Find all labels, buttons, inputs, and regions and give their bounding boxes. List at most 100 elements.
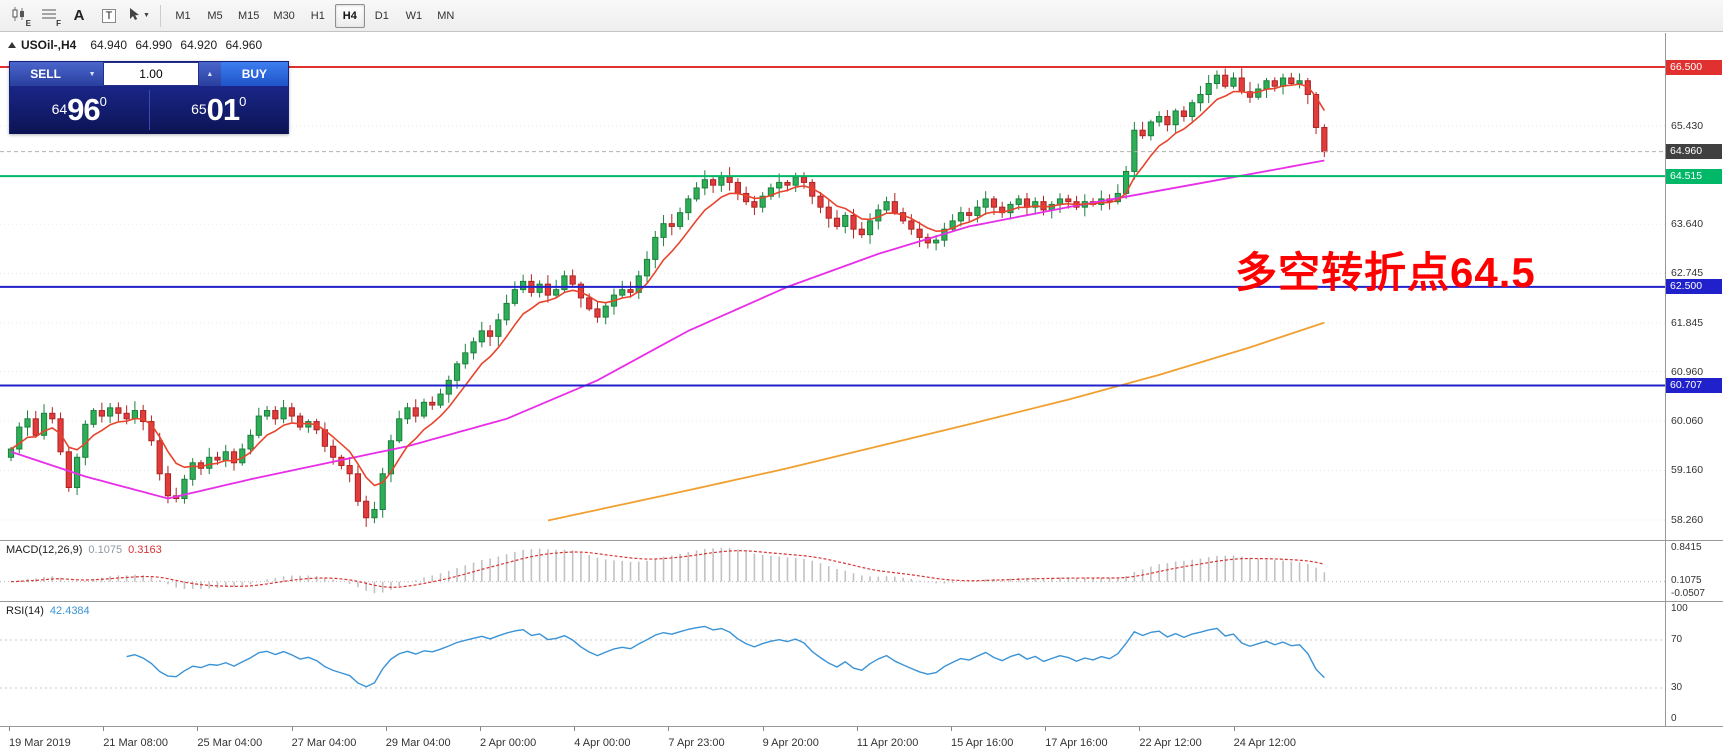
panel-separator[interactable] (0, 540, 1723, 541)
rsi-plot[interactable] (0, 602, 1665, 726)
price-chart-plot[interactable] (0, 33, 1665, 540)
triangle-up-icon: ▲ (206, 70, 214, 78)
text-label-tool-button[interactable]: A (65, 3, 93, 29)
time-axis-tick (1139, 727, 1141, 731)
timeframe-button-m15[interactable]: M15 (232, 4, 265, 28)
rsi-axis-value: 100 (1671, 603, 1688, 614)
timeframe-button-d1[interactable]: D1 (367, 4, 397, 28)
time-axis[interactable]: 19 Mar 2019 21 Mar 08:00 25 Mar 04:00 27 Ma… (0, 727, 1723, 755)
time-axis-label: 2 Apr 00:00 (480, 737, 537, 749)
macd-panel[interactable]: MACD(12,26,9) 0.1075 0.3163 0.8415 0.1075 -0… (0, 541, 1723, 601)
time-axis-label: 11 Apr 20:00 (856, 737, 919, 749)
timeframe-button-h4[interactable]: H4 (334, 3, 365, 28)
timeframe-button-m1[interactable]: M1 (168, 4, 198, 28)
rsi-label: RSI(14) 42.4384 (6, 605, 90, 617)
toolbar: E F A T ▼ M1 M5 M15 M30 H1 H4 D1 W1 MN (0, 0, 1723, 32)
buy-price-fraction: 0 (239, 94, 247, 109)
panel-separator[interactable] (0, 601, 1723, 602)
macd-name: MACD(12,26,9) (6, 544, 83, 556)
time-axis-tick (951, 727, 952, 731)
time-axis-tick (291, 727, 293, 731)
sell-price-pips: 96 (67, 92, 100, 127)
price-axis-tick: 60.060 (1671, 415, 1704, 427)
time-axis-label: 22 Apr 12:00 (1139, 737, 1202, 749)
candlestick-chart-icon (11, 6, 27, 25)
chart-ohlc-values: 64.940 64.990 64.920 64.960 (90, 38, 263, 52)
time-axis-tick (1045, 727, 1047, 731)
volume-decrease-button[interactable]: ▼ (81, 62, 103, 86)
rsi-panel[interactable]: RSI(14) 42.4384 100 70 30 0 (0, 602, 1723, 726)
volume-input[interactable] (102, 62, 199, 86)
time-axis-label: 27 Mar 04:00 (291, 737, 357, 749)
time-axis-tick (103, 727, 105, 731)
one-click-trading-panel: SELL ▼ ▲ BUY 64960 65010 (9, 61, 289, 134)
time-axis-label: 24 Apr 12:00 (1233, 737, 1296, 749)
tool-letter: F (56, 18, 61, 28)
timeframe-button-m30[interactable]: M30 (267, 4, 300, 28)
timeframe-toolbar: M1 M5 M15 M30 H1 H4 D1 W1 MN (167, 3, 462, 28)
time-axis-label: 7 Apr 23:00 (668, 737, 725, 749)
chart-title: USOil-,H4 64.940 64.990 64.920 64.960 (8, 38, 262, 52)
time-axis-tick (856, 727, 858, 731)
rsi-axis-value: 70 (1671, 634, 1683, 645)
time-axis-label: 17 Apr 16:00 (1045, 737, 1108, 749)
text-box-tool-button[interactable]: T (95, 3, 123, 29)
price-axis-tick: 59.160 (1671, 464, 1704, 477)
time-axis-label: 19 Mar 2019 (9, 737, 71, 749)
time-axis-tick (480, 727, 481, 731)
toolbar-separator (160, 4, 161, 27)
cursor-icon (128, 7, 141, 24)
sell-price-display[interactable]: 64960 (10, 92, 149, 128)
time-axis-tick (197, 727, 199, 731)
price-axis-tick: 63.640 (1671, 218, 1704, 231)
volume-increase-button[interactable]: ▲ (198, 62, 221, 86)
sell-price-major: 64 (51, 101, 68, 117)
buy-price-major: 65 (191, 101, 207, 117)
sell-price-fraction: 0 (99, 94, 107, 109)
price-level-badge: 62.500 (1666, 279, 1722, 295)
rsi-name: RSI(14) (6, 605, 44, 617)
time-axis-tick (1233, 727, 1235, 731)
macd-axis-value: -0.0507 (1671, 588, 1705, 599)
buy-price-display[interactable]: 65010 (150, 92, 289, 128)
time-axis-label: 29 Mar 04:00 (385, 737, 451, 749)
time-axis-tick (762, 727, 764, 731)
price-axis-separator (1665, 33, 1666, 726)
cursor-tool-button[interactable]: ▼ (125, 3, 153, 29)
text-label-icon: A (73, 7, 85, 24)
time-axis-label: 21 Mar 08:00 (103, 737, 169, 749)
chart-annotation-text: 多空转折点64.5 (1235, 249, 1536, 296)
sell-button[interactable]: SELL (10, 62, 82, 86)
time-axis-label: 15 Apr 16:00 (951, 737, 1014, 749)
buy-price-pips: 01 (206, 92, 240, 127)
macd-main-value: 0.1075 (88, 544, 123, 556)
panel-separator (0, 726, 1723, 727)
price-axis[interactable]: 65.430 63.640 62.745 61.845 60.960 60.060 59.1… (1666, 33, 1723, 540)
price-level-badge: 64.515 (1666, 168, 1722, 184)
macd-axis[interactable]: 0.8415 0.1075 -0.0507 (1666, 541, 1723, 601)
macd-plot[interactable] (0, 541, 1665, 601)
time-axis-tick (385, 727, 387, 731)
macd-signal-value: 0.3163 (128, 544, 162, 556)
buy-button[interactable]: BUY (220, 62, 289, 86)
time-axis-tick (574, 727, 576, 731)
text-box-icon: T (101, 8, 117, 23)
rsi-axis[interactable]: 100 70 30 0 (1666, 602, 1723, 726)
timeframe-button-w1[interactable]: W1 (399, 4, 429, 28)
chart-window-e-button[interactable]: E (5, 3, 33, 29)
rsi-axis-value: 0 (1671, 713, 1677, 724)
timeframe-button-m5[interactable]: M5 (200, 4, 230, 28)
macd-label: MACD(12,26,9) 0.1075 0.3163 (6, 544, 162, 556)
trade-panel-prices: 64960 65010 (10, 86, 288, 134)
price-axis-tick: 65.430 (1671, 119, 1704, 132)
timeframe-button-h1[interactable]: H1 (303, 4, 333, 28)
collapse-panel-icon[interactable] (8, 42, 16, 48)
timeframe-button-mn[interactable]: MN (431, 4, 461, 28)
price-level-badge: 60.707 (1666, 377, 1722, 393)
chart-symbol-title: USOil-,H4 (21, 38, 77, 52)
time-axis-label: 25 Mar 04:00 (197, 737, 263, 749)
chart-window-f-button[interactable]: F (35, 3, 63, 29)
macd-axis-value: 0.8415 (1671, 542, 1702, 553)
price-chart-panel[interactable]: USOil-,H4 64.940 64.990 64.920 64.960 SE… (0, 33, 1723, 540)
